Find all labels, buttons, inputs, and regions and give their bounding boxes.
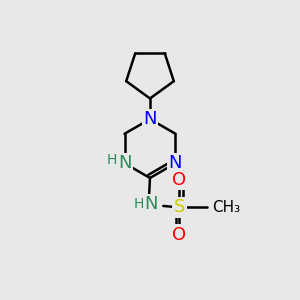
Text: N: N (143, 110, 157, 128)
Text: O: O (172, 226, 187, 244)
Text: N: N (118, 154, 131, 172)
Text: H: H (134, 196, 144, 211)
Text: H: H (107, 153, 117, 167)
Text: O: O (172, 171, 187, 189)
Text: CH₃: CH₃ (212, 200, 240, 215)
Text: N: N (169, 154, 182, 172)
Text: S: S (174, 198, 185, 216)
Text: N: N (144, 196, 158, 214)
